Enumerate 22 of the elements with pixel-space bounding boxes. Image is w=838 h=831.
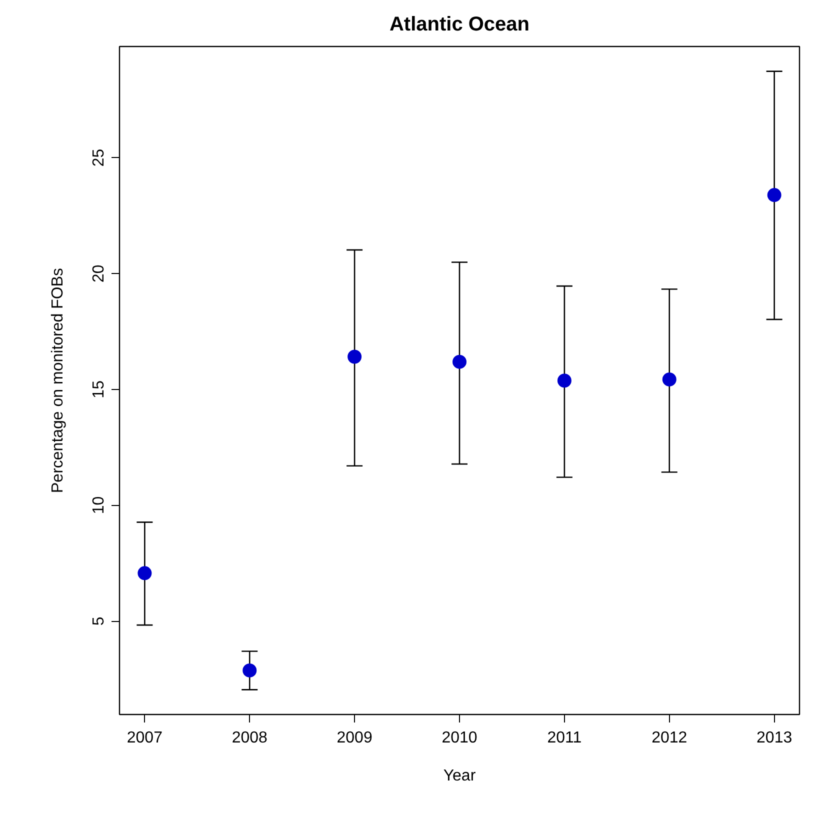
- y-tick-label: 15: [90, 380, 108, 398]
- point: [557, 374, 572, 388]
- y-tick-label: 25: [90, 148, 108, 167]
- y-tick-label: 5: [90, 616, 108, 626]
- chart-title: Atlantic Ocean: [389, 14, 530, 36]
- x-tick-label: 2008: [232, 730, 268, 746]
- point: [348, 350, 362, 364]
- x-tick-label: 2011: [547, 730, 582, 746]
- point: [242, 663, 257, 678]
- y-tick-label: 10: [90, 496, 108, 514]
- y-axis-title: Percentage on monitored FOBs: [50, 268, 66, 494]
- x-tick-label: 2009: [336, 730, 372, 746]
- x-tick-label: 2012: [652, 730, 688, 746]
- point: [767, 188, 782, 202]
- x-tick-label: 2013: [756, 730, 792, 746]
- y-tick-label: 20: [90, 264, 108, 282]
- x-tick-label: 2010: [442, 730, 478, 746]
- point: [138, 566, 152, 580]
- x-axis-title: Year: [443, 768, 476, 784]
- point: [662, 372, 676, 386]
- x-tick-label: 2007: [126, 730, 163, 746]
- point: [452, 354, 466, 369]
